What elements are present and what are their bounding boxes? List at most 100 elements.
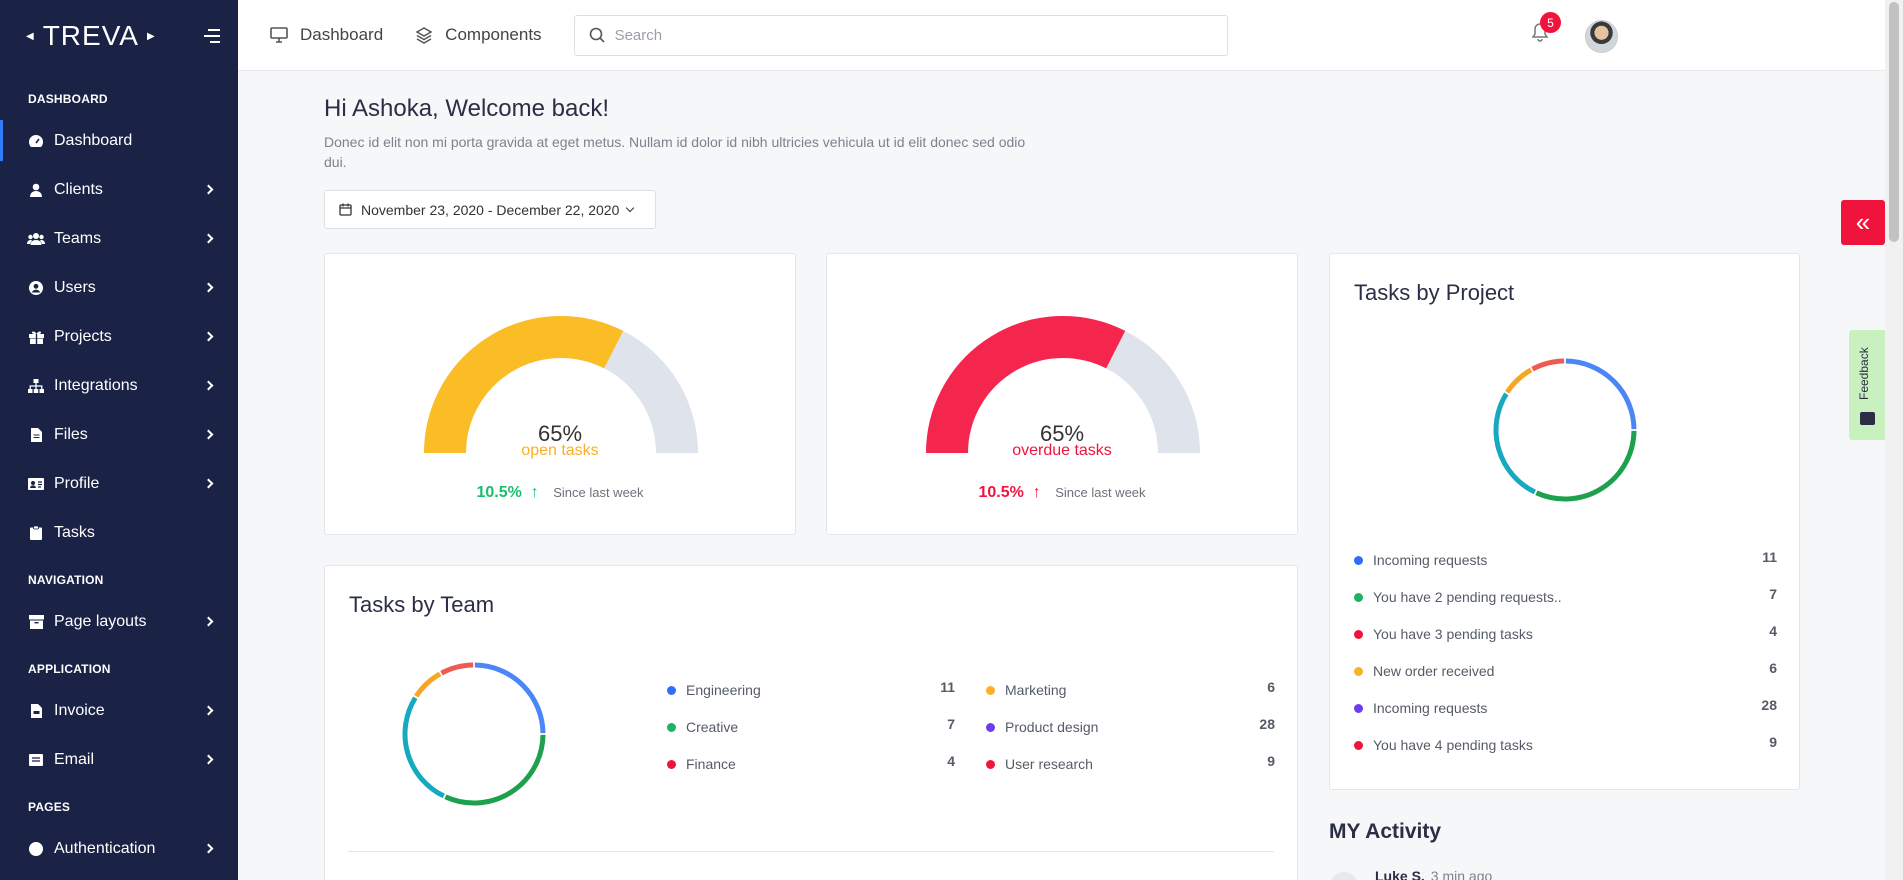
legend-dot [1354, 740, 1363, 750]
sidebar-item-page-layouts[interactable]: Page layouts [0, 597, 238, 646]
legend-dot [1354, 592, 1363, 602]
sidebar-item-authentication[interactable]: Authentication [0, 824, 238, 873]
sidebar-section-application: APPLICATION [28, 662, 111, 676]
user-avatar[interactable] [1585, 20, 1618, 53]
legend-value: 6 [1267, 679, 1275, 695]
donut-segment [1565, 358, 1637, 430]
donut-segment [444, 734, 546, 806]
monitor-icon [270, 27, 288, 43]
project-legend-item: You have 3 pending tasks [1354, 626, 1533, 642]
legend-dot [1354, 629, 1363, 639]
feedback-label: Feedback [1857, 347, 1871, 400]
top-link-dashboard[interactable]: Dashboard [270, 25, 383, 45]
overdue-tasks-change: 10.5% ↑ Since last week [827, 484, 1297, 502]
chevron-right-icon [203, 478, 214, 489]
sidebar-item-files[interactable]: Files [0, 410, 238, 459]
chevron-right-icon [203, 429, 214, 440]
speedometer-icon [26, 133, 46, 149]
chevron-right-icon [203, 705, 214, 716]
person-icon [26, 182, 46, 198]
legend-label: Product design [1005, 719, 1099, 735]
legend-value: 4 [947, 753, 955, 769]
page-scrollbar[interactable] [1885, 0, 1903, 880]
sidebar-item-dashboard[interactable]: Dashboard [0, 116, 238, 165]
brand-logo[interactable]: ◀ TREVA ▶ [26, 20, 156, 52]
legend-value: 4 [1769, 623, 1777, 639]
chevron-down-icon [626, 203, 635, 212]
sidebar-item-label: Dashboard [54, 131, 133, 149]
brand-bar: ◀ TREVA ▶ [0, 0, 238, 72]
legend-value: 9 [1267, 753, 1275, 769]
top-link-components[interactable]: Components [415, 25, 542, 45]
file-icon [26, 427, 46, 443]
divider [348, 851, 1274, 852]
sidebar-item-profile[interactable]: Profile [0, 459, 238, 508]
sidebar-item-email[interactable]: Email [0, 735, 238, 784]
legend-label: Creative [686, 719, 739, 735]
sidebar-item-tasks[interactable]: Tasks [0, 508, 238, 557]
legend-value: 11 [1762, 549, 1777, 565]
sidebar-section-navigation: NAVIGATION [28, 573, 104, 587]
open-tasks-change-value: 10.5% [476, 484, 522, 501]
project-legend-item: Incoming requests [1354, 700, 1487, 716]
chevron-right-icon [203, 331, 214, 342]
legend-dot [1354, 666, 1363, 676]
legend-dot [667, 722, 676, 732]
donut-segment [440, 662, 474, 676]
team-legend-item: Product design [986, 719, 1098, 735]
sidebar-item-integrations[interactable]: Integrations [0, 361, 238, 410]
date-range-picker[interactable]: November 23, 2020 - December 22, 2020 [324, 190, 656, 229]
sidebar-item-teams[interactable]: Teams [0, 214, 238, 263]
gauge-fill [926, 316, 1126, 454]
legend-label: Engineering [686, 682, 761, 698]
chevron-right-icon [203, 754, 214, 765]
project-legend-item: You have 4 pending tasks [1354, 737, 1533, 753]
open-tasks-card: 65% open tasks 10.5% ↑ Since last week [324, 253, 796, 535]
sidebar-item-clients[interactable]: Clients [0, 165, 238, 214]
activity-avatar [1330, 872, 1358, 880]
sidebar-item-label: Page layouts [54, 612, 147, 630]
legend-value: 7 [947, 716, 955, 732]
legend-value: 7 [1769, 586, 1777, 602]
open-tasks-since: Since last week [553, 485, 644, 500]
legend-label: You have 3 pending tasks [1373, 626, 1533, 642]
sidebar: ◀ TREVA ▶ DASHBOARD Dashboard Clients Te… [0, 0, 238, 880]
sidebar-section-pages: PAGES [28, 800, 71, 814]
activity-item[interactable]: Luke S. 3 min ago [1375, 868, 1492, 880]
overdue-tasks-value: 65% [1039, 421, 1085, 446]
search-box [573, 14, 1228, 56]
lock-icon [26, 841, 46, 857]
brand-name: TREVA [42, 20, 139, 51]
legend-dot [667, 685, 676, 695]
sidebar-item-label: Clients [54, 180, 103, 198]
sidebar-item-invoice[interactable]: Invoice [0, 686, 238, 735]
sidebar-item-label: Users [54, 278, 96, 296]
tasks-by-team-card: Tasks by Team Engineering 11 Creative 7 … [324, 565, 1298, 880]
sidebar-item-projects[interactable]: Projects [0, 312, 238, 361]
tasks-by-project-card: Tasks by Project Incoming requests 11 Yo… [1329, 253, 1800, 790]
feedback-icon [1860, 412, 1875, 425]
donut-segment [474, 662, 546, 734]
chevron-right-icon [203, 184, 214, 195]
donut-segment [1535, 430, 1637, 502]
search-icon [589, 27, 605, 43]
chevron-right-icon [203, 380, 214, 391]
legend-label: Finance [686, 756, 736, 772]
team-legend-item: Creative [667, 719, 738, 735]
legend-value: 11 [940, 679, 955, 695]
legend-dot [986, 685, 995, 695]
search-input[interactable] [614, 26, 1195, 44]
feedback-tab[interactable]: Feedback [1849, 330, 1885, 440]
sidebar-section-dashboard: DASHBOARD [28, 92, 108, 106]
open-tasks-value: 65% [537, 421, 583, 446]
activity-time: 3 min ago [1430, 868, 1493, 880]
team-legend-item: Engineering [667, 682, 761, 698]
sidebar-item-users[interactable]: Users [0, 263, 238, 312]
file-invoice-icon [26, 703, 46, 719]
legend-label: You have 2 pending requests.. [1373, 589, 1562, 605]
menu-toggle-icon[interactable] [202, 29, 220, 43]
open-tasks-gauge [424, 316, 698, 454]
team-legend-item: Finance [667, 756, 736, 772]
scrollbar-thumb[interactable] [1889, 2, 1899, 242]
collapse-panel-button[interactable]: « [1841, 200, 1885, 245]
